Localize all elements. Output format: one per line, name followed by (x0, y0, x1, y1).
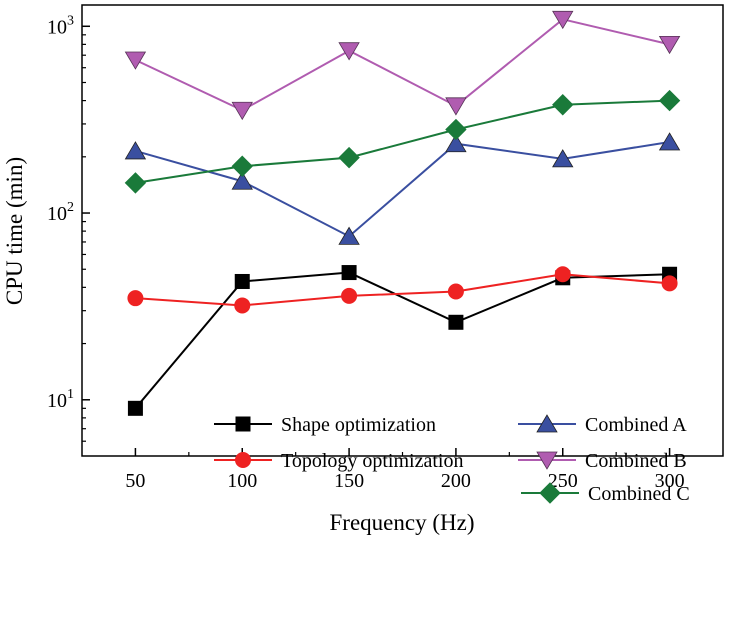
data-point (658, 35, 681, 55)
series-line (134, 271, 670, 409)
data-point (552, 10, 574, 30)
data-point (341, 265, 357, 281)
legend-entry: Topology optimization (214, 450, 463, 472)
legend-label: Combined C (588, 483, 690, 505)
x-tick-label: 50 (125, 470, 145, 492)
x-tick-label: 200 (441, 470, 471, 492)
y-tick-label: 103 (47, 13, 74, 38)
data-point (231, 171, 253, 190)
series-layer (124, 10, 681, 416)
legend-entry: Combined A (518, 414, 687, 436)
series-line (135, 99, 670, 184)
series-4 (124, 89, 681, 194)
y-axis-title: CPU time (min) (2, 157, 27, 305)
data-point (554, 266, 571, 283)
data-point (445, 133, 467, 153)
series-3 (124, 10, 681, 121)
data-point (448, 314, 464, 330)
series-1 (127, 266, 678, 314)
series-line (134, 18, 670, 112)
legend-marker (539, 482, 561, 504)
legend-label: Shape optimization (281, 414, 436, 436)
legend-marker (536, 451, 558, 470)
data-point (447, 283, 464, 300)
data-point (124, 141, 147, 160)
data-point (658, 89, 681, 112)
x-tick-label: 150 (334, 470, 364, 492)
data-point (341, 287, 358, 304)
data-point (127, 400, 143, 416)
legend-marker (235, 452, 251, 468)
legend-label: Combined B (585, 450, 687, 472)
data-point (231, 101, 253, 121)
x-tick-label: 100 (227, 470, 257, 492)
data-point (338, 146, 360, 169)
legend: Shape optimization Topology optimization C… (214, 414, 690, 505)
data-point (234, 273, 250, 289)
legend-entry: Combined B (518, 450, 687, 472)
x-axis-title: Frequency (Hz) (330, 510, 475, 535)
legend-marker (536, 414, 558, 433)
y-tick-label: 102 (47, 200, 74, 225)
data-point (445, 97, 467, 116)
series-0 (127, 265, 678, 416)
legend-label: Combined A (585, 414, 687, 436)
series-line (135, 141, 670, 238)
legend-label: Topology optimization (281, 450, 463, 472)
data-point (231, 155, 253, 177)
series-2 (124, 132, 681, 245)
y-tick-label: 101 (47, 387, 74, 412)
data-point (658, 132, 681, 151)
data-point (338, 226, 360, 245)
x-tick-label: 250 (548, 470, 578, 492)
legend-entry: Shape optimization (214, 414, 436, 436)
legend-marker (235, 416, 251, 432)
data-point (124, 172, 147, 194)
x-tick-label: 300 (655, 470, 685, 492)
data-point (552, 94, 574, 116)
data-point (234, 297, 251, 314)
series-line (135, 273, 670, 307)
data-point (127, 290, 144, 307)
axis-ticks: 50 100 150 200 250 300 101 102 103 (47, 13, 685, 492)
legend-entry: Combined C (521, 482, 690, 505)
plot-frame (81, 4, 724, 457)
data-point (338, 42, 360, 61)
data-point (661, 275, 678, 292)
data-point (552, 149, 574, 168)
data-point (445, 118, 467, 141)
data-point (124, 51, 147, 70)
